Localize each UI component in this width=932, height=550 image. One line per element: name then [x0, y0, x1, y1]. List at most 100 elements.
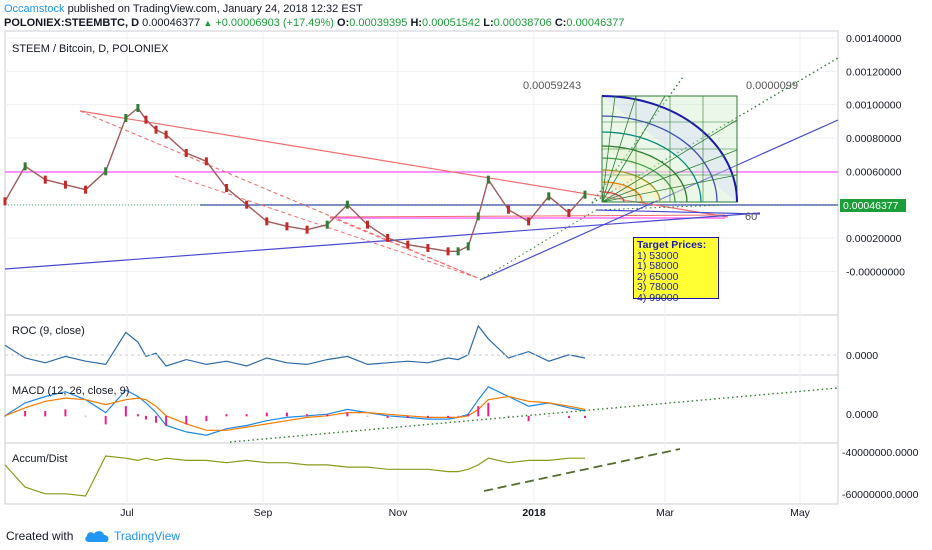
x-tick-label: Mar: [656, 507, 675, 519]
price-candle: [446, 247, 450, 256]
target-item: 1) 58000: [637, 260, 679, 272]
low-value: 0.00038706: [493, 17, 552, 29]
macd-hist-bar: [406, 415, 409, 418]
macd-hist-bar: [366, 415, 369, 417]
price-axis[interactable]: 0.00140000 0.00120000 0.00100000 0.00080000…: [842, 33, 919, 501]
publish-text: published on TradingView.com, January 24…: [64, 3, 363, 15]
macd-hist-bar: [104, 415, 107, 425]
price-candle: [325, 220, 329, 229]
y-tick-label: 0.00120000: [846, 66, 902, 78]
price-candle: [466, 242, 470, 251]
macd-hist-bar: [136, 414, 139, 417]
x-tick-label: Sep: [254, 507, 273, 519]
price-candle: [23, 162, 27, 171]
fib-top-price-label: 0.00059243: [523, 80, 581, 92]
macd-hist-bar: [527, 415, 530, 422]
target-item: 4) 99000: [637, 291, 679, 304]
x-tick-label: May: [790, 507, 811, 519]
macd-axis-label: 0.0000: [846, 409, 878, 421]
macd-hist-bar: [487, 402, 490, 417]
macd-hist-bar: [144, 415, 147, 420]
roc-series: [4, 324, 586, 367]
price-candle: [43, 175, 47, 184]
blue-line-60: [595, 209, 761, 215]
tradingview-brand[interactable]: TradingView: [114, 529, 181, 543]
price-candle: [345, 200, 349, 209]
macd-hist-bar: [24, 411, 27, 417]
price-candle: [386, 234, 390, 242]
macd-hist-bar: [124, 406, 127, 417]
macd-dotted-trendline: [229, 387, 839, 443]
series-line: [4, 395, 586, 431]
fib-right-label: 0.0000099: [746, 80, 798, 92]
price-candle: [144, 115, 148, 124]
macd-hist-bar: [346, 412, 349, 417]
red-trendline-dashed-1: [79, 110, 479, 279]
chart-canvas[interactable]: 0.00059243 0.0000099 60 STEEM / Bitcoin,…: [0, 0, 932, 520]
target-prices-note[interactable]: Target Prices: 1) 53000 1) 58000 2) 6500…: [633, 237, 719, 303]
price-candle: [265, 217, 269, 226]
macd-hist-bar: [4, 415, 6, 417]
macd-hist-bar: [567, 415, 570, 418]
macd-hist-bar: [205, 415, 208, 422]
ad-pane[interactable]: [4, 442, 839, 505]
roc-pane-title: ROC (9, close): [12, 325, 85, 337]
macd-hist-bar: [507, 415, 510, 417]
time-axis[interactable]: Jul Sep Nov 2018 Mar May: [120, 507, 810, 519]
x-tick-label: Nov: [389, 507, 408, 519]
current-price-tag: [840, 199, 906, 212]
series-line: [4, 324, 586, 367]
red-trendline-dashed-3: [329, 216, 479, 279]
ad-axis-label: -60000000.0000: [842, 489, 919, 501]
price-candle: [204, 157, 208, 166]
price-candle: [184, 149, 188, 157]
macd-hist-bar: [457, 415, 460, 417]
price-candle: [136, 104, 140, 112]
publish-header: Occamstock published on TradingView.com,…: [4, 3, 363, 15]
close-label: C:: [554, 17, 567, 29]
series-line: [4, 386, 586, 436]
angle-label: 60: [745, 211, 757, 223]
macd-hist-bar: [225, 414, 228, 417]
macd-pane-title: MACD (12, 26, close, 9): [12, 385, 129, 397]
last-price: 0.00046377: [142, 17, 201, 29]
green-dotted-ray-4: [479, 209, 597, 281]
y-tick-label: 0.00020000: [846, 233, 902, 245]
current-price-label: 0.00046377: [843, 200, 899, 212]
price-candle: [476, 212, 480, 221]
author-link[interactable]: Occamstock: [4, 3, 65, 15]
target-item: 1) 53000: [637, 249, 679, 262]
price-line: [4, 106, 586, 252]
macd-hist-bar: [326, 414, 329, 417]
y-tick-label: 0.00080000: [846, 133, 902, 145]
price-candle: [456, 247, 460, 256]
macd-hist-bar: [426, 415, 429, 418]
red-trendline-dashed-2: [174, 175, 479, 279]
price-candle: [164, 130, 168, 139]
price-candle: [406, 240, 410, 249]
main-pane-title: STEEM / Bitcoin, D, POLONIEX: [12, 43, 169, 55]
blue-support-trendline: [4, 212, 761, 270]
price-candle: [225, 184, 229, 192]
footer: Created with TradingView: [0, 520, 932, 550]
price-candle: [426, 244, 430, 252]
macd-hist-bar: [245, 414, 248, 417]
macd-pane[interactable]: [4, 374, 839, 444]
high-value: 0.00051542: [422, 17, 481, 29]
macd-hist-bar: [185, 415, 188, 425]
price-candle: [104, 167, 108, 176]
targets-title: Target Prices:: [637, 239, 707, 251]
price-candle: [305, 225, 309, 234]
green-dotted-ray-2: [591, 76, 684, 204]
macd-hist-bar: [285, 412, 288, 417]
macd-hist-bar: [64, 409, 67, 417]
roc-pane[interactable]: [4, 314, 839, 376]
ad-series: [4, 455, 585, 497]
price-candle: [547, 192, 551, 201]
symbol-label: POLONIEX:STEEMBTC, D: [4, 17, 140, 29]
macd-hist-bar: [84, 415, 87, 417]
price-candle: [527, 217, 531, 226]
target-item: 2) 65000: [637, 270, 679, 283]
red-line-flat: [329, 214, 726, 218]
price-candle: [154, 125, 158, 134]
